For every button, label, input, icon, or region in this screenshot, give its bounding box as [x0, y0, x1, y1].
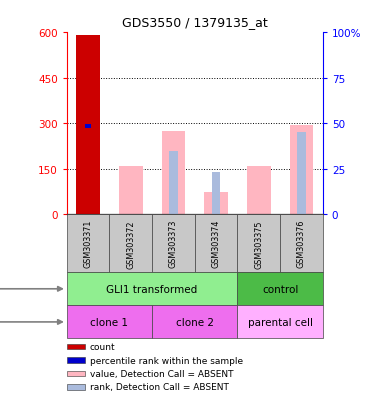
- Bar: [119, 166, 142, 215]
- Bar: [247, 167, 270, 215]
- Bar: [76, 36, 100, 215]
- Text: GSM303371: GSM303371: [83, 220, 93, 268]
- Text: percentile rank within the sample: percentile rank within the sample: [90, 356, 243, 365]
- Text: GSM303375: GSM303375: [254, 219, 263, 268]
- Bar: [67, 273, 237, 306]
- Bar: [85, 125, 91, 129]
- Bar: [67, 358, 85, 363]
- Bar: [67, 344, 85, 349]
- Bar: [195, 215, 237, 273]
- Text: parental cell: parental cell: [247, 317, 313, 327]
- Text: other: other: [0, 317, 62, 327]
- Bar: [237, 273, 323, 306]
- Bar: [67, 385, 85, 390]
- Text: cell type: cell type: [0, 284, 62, 294]
- Bar: [152, 215, 195, 273]
- Text: count: count: [90, 342, 115, 351]
- Text: value, Detection Call = ABSENT: value, Detection Call = ABSENT: [90, 369, 233, 378]
- Text: GSM303374: GSM303374: [211, 220, 221, 268]
- Text: GSM303376: GSM303376: [297, 220, 306, 268]
- Bar: [237, 306, 323, 339]
- Bar: [290, 126, 313, 215]
- Bar: [212, 172, 220, 215]
- Bar: [162, 131, 185, 215]
- Text: clone 1: clone 1: [91, 317, 128, 327]
- Text: rank, Detection Call = ABSENT: rank, Detection Call = ABSENT: [90, 382, 229, 392]
- Text: GLI1 transformed: GLI1 transformed: [106, 284, 198, 294]
- Bar: [152, 306, 237, 339]
- Bar: [67, 371, 85, 376]
- Title: GDS3550 / 1379135_at: GDS3550 / 1379135_at: [122, 16, 267, 29]
- Bar: [67, 215, 109, 273]
- Text: clone 2: clone 2: [176, 317, 214, 327]
- Text: GSM303372: GSM303372: [126, 219, 135, 268]
- Bar: [67, 306, 152, 339]
- Text: control: control: [262, 284, 298, 294]
- Bar: [169, 151, 178, 215]
- Bar: [280, 215, 323, 273]
- Bar: [109, 215, 152, 273]
- Bar: [297, 133, 306, 215]
- Bar: [204, 192, 228, 215]
- Bar: [237, 215, 280, 273]
- Text: GSM303373: GSM303373: [169, 220, 178, 268]
